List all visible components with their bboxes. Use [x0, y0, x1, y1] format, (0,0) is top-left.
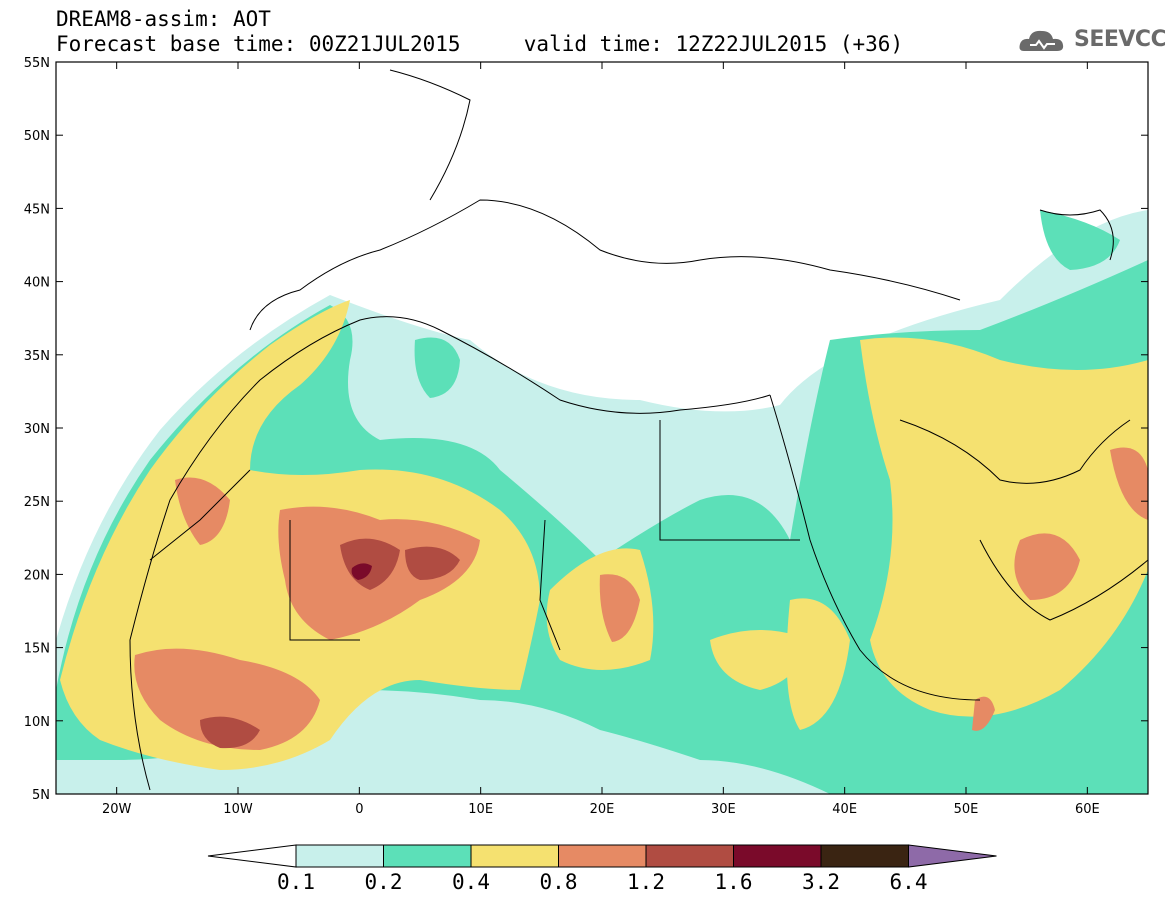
- lat-tick-label: 15N: [24, 642, 50, 657]
- colorbar-swatch: [558, 844, 647, 868]
- lat-tick-label: 30N: [24, 422, 50, 437]
- colorbar-label: 6.4: [890, 870, 928, 894]
- colorbar-swatch: [470, 844, 559, 868]
- colorbar-over-arrow: [908, 844, 997, 868]
- lon-tick-label: 30E: [711, 802, 736, 817]
- forecast-time-line: Forecast base time: 00Z21JUL2015 valid t…: [56, 32, 904, 56]
- lat-tick-label: 55N: [24, 56, 50, 71]
- colorbar-label: 0.1: [277, 870, 315, 894]
- lon-ticks: 20W 10W 0 10E 20E 30E 40E 50E 60E: [102, 62, 1100, 817]
- lon-tick-label: 60E: [1075, 802, 1100, 817]
- colorbar-swatch: [820, 844, 909, 868]
- colorbar-under-arrow: [207, 844, 297, 868]
- colorbar-label: 0.4: [452, 870, 490, 894]
- lon-tick-label: 20W: [102, 802, 132, 817]
- colorbar-label: 0.2: [365, 870, 403, 894]
- lat-tick-label: 40N: [24, 276, 50, 291]
- map-title: DREAM8-assim: AOT: [56, 7, 271, 31]
- colorbar-swatch: [645, 844, 734, 868]
- lat-tick-label: 20N: [24, 568, 50, 583]
- aot-field: [56, 210, 1148, 794]
- lat-tick-label: 50N: [24, 129, 50, 144]
- lon-tick-label: 10E: [468, 802, 493, 817]
- lon-tick-label: 50E: [954, 802, 979, 817]
- colorbar-swatch: [733, 844, 822, 868]
- logo-text: SEEVCCC: [1074, 27, 1165, 52]
- lat-tick-label: 10N: [24, 715, 50, 730]
- coastlines: [129, 69, 1148, 791]
- lon-tick-label: 0: [355, 802, 363, 817]
- colorbar-label: 3.2: [802, 870, 840, 894]
- lon-tick-label: 10W: [223, 802, 253, 817]
- colorbar-label: 1.2: [627, 870, 665, 894]
- lon-tick-label: 40E: [832, 802, 857, 817]
- colorbar: 0.1 0.2 0.4 0.8 1.2 1.6 3.2 6.4: [207, 844, 997, 894]
- colorbar-label: 1.6: [715, 870, 753, 894]
- colorbar-swatch: [383, 844, 472, 868]
- lat-tick-label: 5N: [32, 788, 50, 803]
- lat-ticks: 55N 50N 45N 40N 35N 30N 25N 20N 15N 10N 5N: [24, 56, 1148, 803]
- lat-tick-label: 35N: [24, 349, 50, 364]
- colorbar-swatch: [295, 844, 384, 868]
- lon-tick-label: 20E: [590, 802, 615, 817]
- cloud-icon: [1019, 30, 1064, 51]
- lat-tick-label: 45N: [24, 202, 50, 217]
- colorbar-label: 0.8: [540, 870, 578, 894]
- lat-tick-label: 25N: [24, 495, 50, 510]
